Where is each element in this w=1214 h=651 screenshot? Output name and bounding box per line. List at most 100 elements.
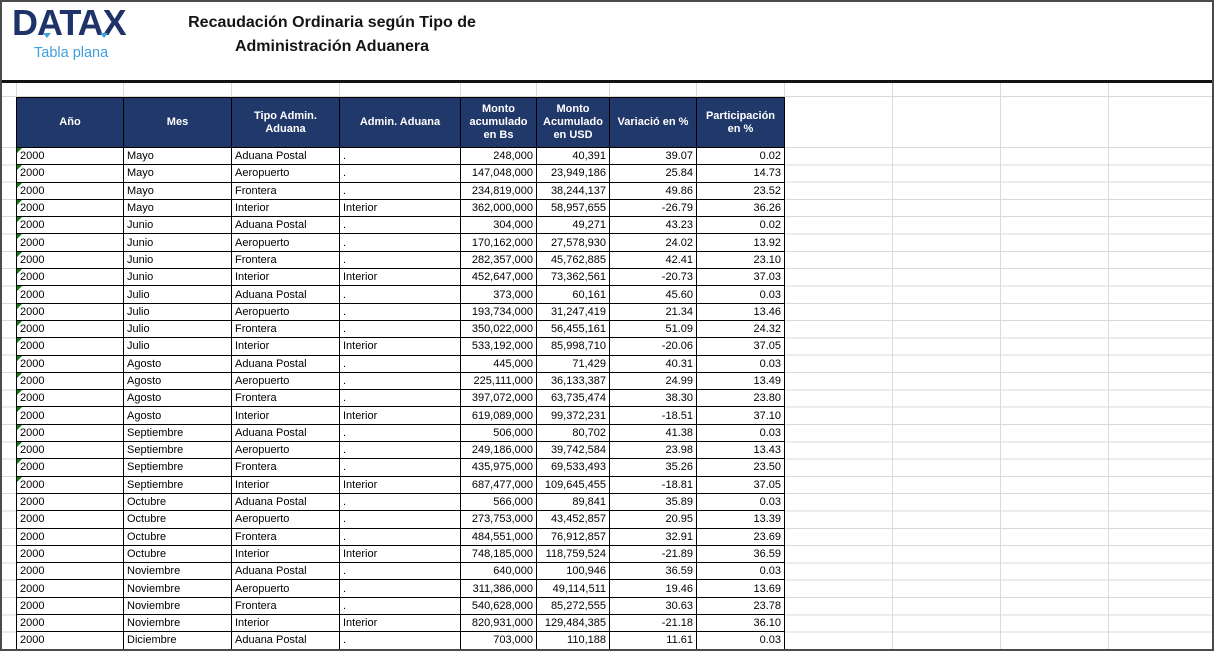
column-header-0[interactable]: Año xyxy=(16,97,124,148)
cell-4[interactable]: 311,386,000 xyxy=(460,579,537,598)
cell-2[interactable]: Aduana Postal xyxy=(231,492,340,512)
cell-5[interactable]: 85,272,555 xyxy=(536,596,610,616)
cell-4[interactable]: 748,185,000 xyxy=(460,544,537,564)
cell-6[interactable]: 32.91 xyxy=(609,527,697,546)
cell-5[interactable]: 40,391 xyxy=(536,146,610,166)
cell-1[interactable]: Noviembre xyxy=(123,562,232,581)
cell-1[interactable]: Octubre xyxy=(123,527,232,546)
cell-4[interactable]: 820,931,000 xyxy=(460,614,537,633)
cell-1[interactable]: Junio xyxy=(123,216,232,235)
cell-6[interactable]: 21.34 xyxy=(609,302,697,321)
cell-1[interactable]: Agosto xyxy=(123,354,232,373)
cell-2[interactable]: Interior xyxy=(231,475,340,494)
cell-2[interactable]: Aduana Postal xyxy=(231,146,340,166)
cell-2[interactable]: Aduana Postal xyxy=(231,354,340,373)
cell-5[interactable]: 109,645,455 xyxy=(536,475,610,494)
cell-5[interactable]: 45,762,885 xyxy=(536,250,610,270)
cell-3[interactable]: Interior xyxy=(339,544,461,564)
cell-6[interactable]: -18.51 xyxy=(609,406,697,425)
cell-0[interactable]: 2000 xyxy=(16,596,124,616)
column-header-1[interactable]: Mes xyxy=(123,97,232,148)
cell-6[interactable]: 42.41 xyxy=(609,250,697,270)
cell-2[interactable]: Interior xyxy=(231,544,340,564)
cell-1[interactable]: Agosto xyxy=(123,389,232,408)
cell-2[interactable]: Aeropuerto xyxy=(231,302,340,321)
cell-7[interactable]: 0.03 xyxy=(696,562,785,581)
cell-3[interactable]: . xyxy=(339,233,461,252)
cell-6[interactable]: 38.30 xyxy=(609,389,697,408)
cell-6[interactable]: 11.61 xyxy=(609,631,697,649)
cell-2[interactable]: Aduana Postal xyxy=(231,562,340,581)
cell-4[interactable]: 640,000 xyxy=(460,562,537,581)
cell-1[interactable]: Mayo xyxy=(123,181,232,200)
cell-1[interactable]: Julio xyxy=(123,285,232,304)
cell-7[interactable]: 13.43 xyxy=(696,441,785,460)
cell-7[interactable]: 37.05 xyxy=(696,337,785,356)
cell-5[interactable]: 38,244,137 xyxy=(536,181,610,200)
cell-4[interactable]: 362,000,000 xyxy=(460,198,537,218)
cell-1[interactable]: Mayo xyxy=(123,198,232,218)
cell-2[interactable]: Aeropuerto xyxy=(231,164,340,183)
cell-0[interactable]: 2000 xyxy=(16,181,124,200)
cell-7[interactable]: 0.03 xyxy=(696,492,785,512)
cell-6[interactable]: 19.46 xyxy=(609,579,697,598)
cell-5[interactable]: 43,452,857 xyxy=(536,510,610,529)
cell-2[interactable]: Aduana Postal xyxy=(231,285,340,304)
cell-7[interactable]: 37.05 xyxy=(696,475,785,494)
cell-4[interactable]: 248,000 xyxy=(460,146,537,166)
cell-2[interactable]: Aeropuerto xyxy=(231,233,340,252)
cell-5[interactable]: 129,484,385 xyxy=(536,614,610,633)
cell-6[interactable]: -18.81 xyxy=(609,475,697,494)
cell-4[interactable]: 566,000 xyxy=(460,492,537,512)
cell-5[interactable]: 89,841 xyxy=(536,492,610,512)
cell-6[interactable]: 24.02 xyxy=(609,233,697,252)
cell-2[interactable]: Interior xyxy=(231,268,340,287)
cell-3[interactable]: . xyxy=(339,285,461,304)
cell-7[interactable]: 13.46 xyxy=(696,302,785,321)
cell-4[interactable]: 304,000 xyxy=(460,216,537,235)
cell-3[interactable]: Interior xyxy=(339,268,461,287)
cell-1[interactable]: Junio xyxy=(123,268,232,287)
cell-6[interactable]: -20.73 xyxy=(609,268,697,287)
cell-1[interactable]: Octubre xyxy=(123,510,232,529)
cell-5[interactable]: 36,133,387 xyxy=(536,371,610,391)
cell-0[interactable]: 2000 xyxy=(16,302,124,321)
cell-0[interactable]: 2000 xyxy=(16,319,124,339)
cell-3[interactable]: . xyxy=(339,302,461,321)
cell-7[interactable]: 0.03 xyxy=(696,285,785,304)
cell-6[interactable]: -21.18 xyxy=(609,614,697,633)
cell-1[interactable]: Diciembre xyxy=(123,631,232,649)
cell-0[interactable]: 2000 xyxy=(16,216,124,235)
cell-0[interactable]: 2000 xyxy=(16,527,124,546)
cell-0[interactable]: 2000 xyxy=(16,614,124,633)
cell-0[interactable]: 2000 xyxy=(16,510,124,529)
cell-2[interactable]: Frontera xyxy=(231,319,340,339)
cell-0[interactable]: 2000 xyxy=(16,441,124,460)
cell-3[interactable]: . xyxy=(339,423,461,443)
cell-3[interactable]: Interior xyxy=(339,475,461,494)
cell-6[interactable]: 41.38 xyxy=(609,423,697,443)
cell-3[interactable]: . xyxy=(339,250,461,270)
cell-1[interactable]: Mayo xyxy=(123,164,232,183)
cell-4[interactable]: 249,186,000 xyxy=(460,441,537,460)
cell-0[interactable]: 2000 xyxy=(16,406,124,425)
cell-5[interactable]: 71,429 xyxy=(536,354,610,373)
cell-6[interactable]: 30.63 xyxy=(609,596,697,616)
cell-5[interactable]: 58,957,655 xyxy=(536,198,610,218)
cell-6[interactable]: -21.89 xyxy=(609,544,697,564)
cell-2[interactable]: Interior xyxy=(231,198,340,218)
cell-6[interactable]: -20.06 xyxy=(609,337,697,356)
cell-0[interactable]: 2000 xyxy=(16,579,124,598)
cell-6[interactable]: 20.95 xyxy=(609,510,697,529)
cell-5[interactable]: 60,161 xyxy=(536,285,610,304)
cell-7[interactable]: 24.32 xyxy=(696,319,785,339)
cell-1[interactable]: Octubre xyxy=(123,492,232,512)
cell-1[interactable]: Agosto xyxy=(123,406,232,425)
cell-7[interactable]: 23.10 xyxy=(696,250,785,270)
cell-2[interactable]: Interior xyxy=(231,614,340,633)
cell-2[interactable]: Aduana Postal xyxy=(231,216,340,235)
cell-5[interactable]: 100,946 xyxy=(536,562,610,581)
cell-7[interactable]: 13.92 xyxy=(696,233,785,252)
cell-5[interactable]: 110,188 xyxy=(536,631,610,649)
cell-7[interactable]: 23.69 xyxy=(696,527,785,546)
